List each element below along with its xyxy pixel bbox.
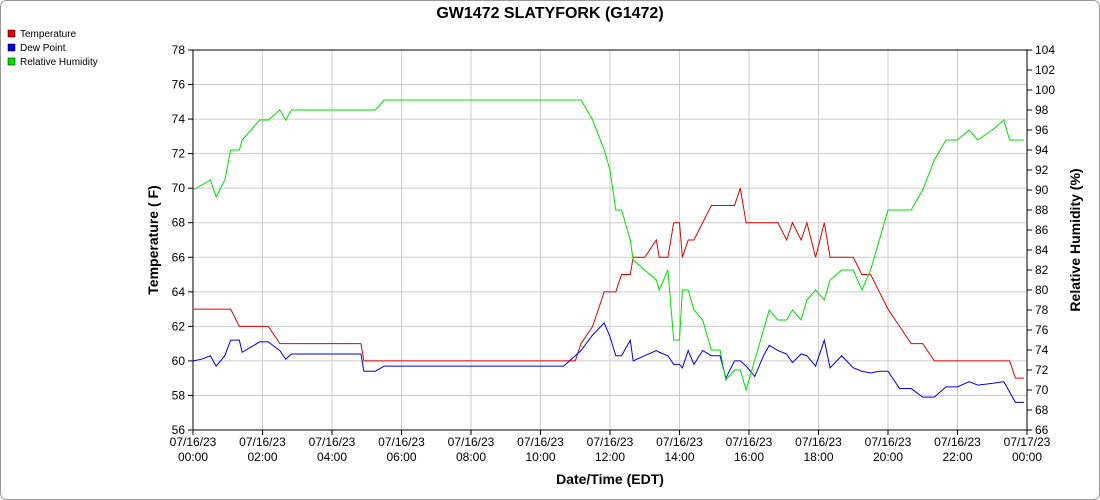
x-tick-label: 07/16/23 04:00 bbox=[309, 435, 356, 464]
legend-swatch bbox=[7, 29, 16, 38]
y-tick-label: 62 bbox=[172, 319, 186, 333]
y2-tick-label: 80 bbox=[1035, 283, 1049, 297]
legend-swatch bbox=[7, 57, 16, 66]
y-tick-label: 78 bbox=[172, 43, 186, 57]
series-line bbox=[193, 188, 1025, 379]
x-tick-label: 07/16/23 14:00 bbox=[656, 435, 703, 464]
x-tick-label: 07/16/23 18:00 bbox=[795, 435, 842, 464]
legend-label: Dew Point bbox=[20, 43, 66, 54]
y-tick-label: 58 bbox=[172, 388, 186, 402]
y2-tick-label: 86 bbox=[1035, 223, 1049, 237]
y2-tick-label: 98 bbox=[1035, 103, 1049, 117]
y2-tick-label: 84 bbox=[1035, 243, 1049, 257]
y-tick-label: 60 bbox=[172, 354, 186, 368]
x-tick-label: 07/16/23 08:00 bbox=[448, 435, 495, 464]
y-tick-label: 76 bbox=[172, 78, 186, 92]
y2-tick-label: 70 bbox=[1035, 383, 1049, 397]
x-tick-label: 07/16/23 02:00 bbox=[239, 435, 286, 464]
x-tick-label: 07/16/23 06:00 bbox=[378, 435, 425, 464]
legend-label: Relative Humidity bbox=[20, 57, 98, 68]
y2-tick-label: 100 bbox=[1035, 83, 1055, 97]
y2-tick-label: 102 bbox=[1035, 63, 1055, 77]
y2-tick-label: 92 bbox=[1035, 163, 1049, 177]
y2-tick-label: 74 bbox=[1035, 343, 1049, 357]
y-tick-label: 64 bbox=[172, 285, 186, 299]
y2-tick-label: 66 bbox=[1035, 423, 1049, 437]
series-line bbox=[192, 322, 1025, 403]
x-tick-label: 07/16/23 20:00 bbox=[865, 435, 912, 464]
y-tick-label: 70 bbox=[172, 181, 186, 195]
y2-tick-label: 72 bbox=[1035, 363, 1049, 377]
chart-title: GW1472 SLATYFORK (G1472) bbox=[436, 5, 663, 22]
y-tick-label: 72 bbox=[172, 147, 186, 161]
series-line bbox=[192, 99, 1025, 392]
y2-tick-label: 68 bbox=[1035, 403, 1049, 417]
x-tick-label: 07/16/23 12:00 bbox=[587, 435, 634, 464]
y2-tick-label: 82 bbox=[1035, 263, 1049, 277]
y2-tick-label: 76 bbox=[1035, 323, 1049, 337]
x-tick-label: 07/16/23 00:00 bbox=[170, 435, 217, 464]
x-tick-label: 07/16/23 10:00 bbox=[517, 435, 564, 464]
legend-label: Temperature bbox=[20, 29, 77, 40]
y-tick-label: 66 bbox=[172, 250, 186, 264]
y-tick-label: 74 bbox=[172, 112, 186, 126]
y2-tick-label: 90 bbox=[1035, 183, 1049, 197]
y2-axis-title: Relative Humidity (%) bbox=[1067, 168, 1083, 311]
x-axis-title: Date/Time (EDT) bbox=[556, 471, 664, 487]
y2-tick-label: 104 bbox=[1035, 43, 1055, 57]
plot-border bbox=[192, 49, 1028, 431]
y2-tick-label: 78 bbox=[1035, 303, 1049, 317]
y2-tick-label: 94 bbox=[1035, 143, 1049, 157]
y2-tick-label: 96 bbox=[1035, 123, 1049, 137]
y-tick-label: 56 bbox=[172, 423, 186, 437]
y-tick-label: 68 bbox=[172, 216, 186, 230]
legend-swatch bbox=[7, 43, 16, 52]
x-tick-label: 07/16/23 22:00 bbox=[934, 435, 981, 464]
y2-tick-label: 88 bbox=[1035, 203, 1049, 217]
x-tick-label: 07/16/23 16:00 bbox=[726, 435, 773, 464]
x-tick-label: 07/17/23 00:00 bbox=[1004, 435, 1051, 464]
y-axis-title: Temperature ( F) bbox=[145, 185, 161, 294]
